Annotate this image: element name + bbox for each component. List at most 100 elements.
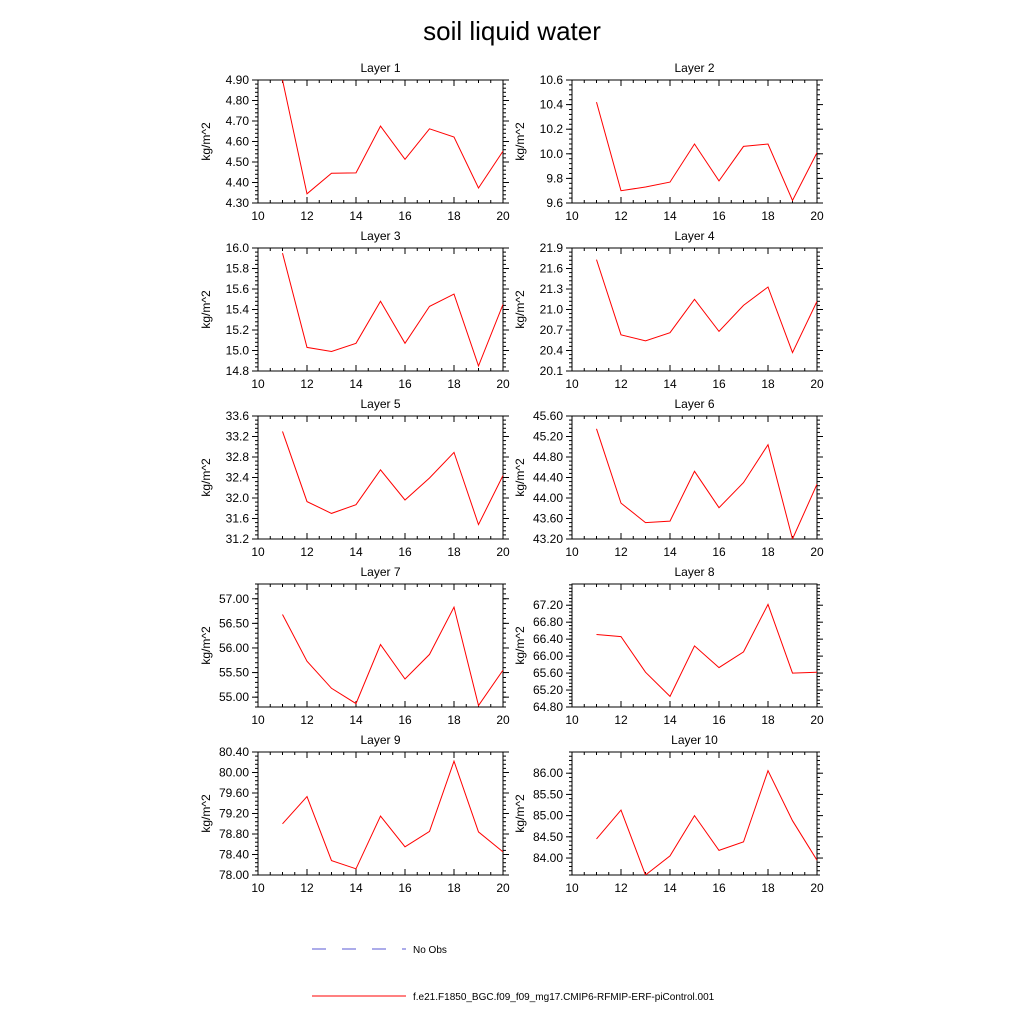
x-tick-label: 12	[614, 209, 628, 223]
panel-5: Layer 5 kg/m^2 10 12 14 16 18 20 31.2 31.6 32.0 32.…	[199, 397, 510, 559]
x-tick-label: 14	[349, 545, 363, 559]
y-tick-label: 45.20	[533, 430, 563, 444]
y-tick-label: 31.6	[226, 512, 250, 526]
y-tick-label: 44.00	[533, 491, 563, 505]
plot-frame	[571, 415, 818, 540]
x-tick-label: 18	[447, 545, 461, 559]
panel-7: Layer 7 kg/m^2 10 12 14 16 18 20 55.00 55.50 56.00…	[199, 565, 510, 727]
x-tick-label: 12	[614, 881, 628, 895]
panel-title: Layer 6	[674, 397, 714, 411]
panel-4: Layer 4 kg/m^2 10 12 14 16 18 20 20.1 20.4 20.7 21.…	[513, 229, 824, 391]
y-tick-label: 9.8	[546, 171, 563, 185]
x-tick-label: 16	[712, 881, 726, 895]
panel-title: Layer 9	[360, 733, 400, 747]
y-tick-label: 78.00	[219, 868, 249, 882]
series-line	[596, 428, 817, 539]
x-tick-label: 18	[761, 377, 775, 391]
series-line	[282, 80, 503, 195]
x-tick-label: 10	[565, 377, 579, 391]
y-tick-label: 15.0	[226, 344, 250, 358]
panel-9: Layer 9 kg/m^2 10 12 14 16 18 20 78.00 78.40 78.80…	[199, 733, 510, 895]
y-axis-label: kg/m^2	[199, 458, 213, 497]
x-tick-label: 14	[663, 377, 677, 391]
panel-title: Layer 5	[360, 397, 400, 411]
panel-title: Layer 10	[671, 733, 718, 747]
y-tick-label: 14.8	[226, 364, 250, 378]
chart-title: soil liquid water	[423, 16, 601, 46]
y-tick-label: 33.2	[226, 430, 250, 444]
y-tick-label: 21.0	[540, 303, 564, 317]
y-tick-label: 15.8	[226, 262, 250, 276]
x-tick-label: 20	[496, 713, 510, 727]
y-tick-label: 10.4	[540, 98, 564, 112]
x-tick-label: 10	[251, 713, 265, 727]
x-tick-label: 20	[810, 545, 824, 559]
panel-2: Layer 2 kg/m^2 10 12 14 16 18 20 9.6 9.8 10.0 10.2 1…	[513, 61, 824, 223]
y-tick-label: 55.50	[219, 666, 249, 680]
series-line	[282, 252, 503, 368]
y-tick-label: 4.70	[226, 114, 250, 128]
y-tick-label: 20.4	[540, 344, 564, 358]
panel-title: Layer 8	[674, 565, 714, 579]
series-line	[596, 603, 817, 698]
x-tick-label: 18	[447, 209, 461, 223]
panel-10: Layer 10 kg/m^2 10 12 14 16 18 20 84.00 84.50 85.0…	[513, 733, 824, 895]
x-tick-label: 10	[565, 713, 579, 727]
y-tick-label: 4.80	[226, 94, 250, 108]
x-tick-label: 16	[398, 881, 412, 895]
y-tick-label: 65.20	[533, 683, 563, 697]
x-tick-label: 14	[663, 209, 677, 223]
x-tick-label: 14	[349, 209, 363, 223]
x-tick-label: 10	[251, 881, 265, 895]
x-tick-label: 20	[810, 377, 824, 391]
y-tick-label: 44.80	[533, 450, 563, 464]
x-tick-label: 20	[496, 209, 510, 223]
y-axis-label: kg/m^2	[513, 458, 527, 497]
y-tick-label: 32.0	[226, 491, 250, 505]
series-line	[282, 431, 503, 526]
x-tick-label: 18	[761, 209, 775, 223]
panel-title: Layer 3	[360, 229, 400, 243]
y-axis-label: kg/m^2	[199, 122, 213, 161]
y-axis-label: kg/m^2	[513, 794, 527, 833]
x-tick-label: 20	[496, 545, 510, 559]
x-tick-label: 12	[300, 881, 314, 895]
series-line	[282, 605, 503, 707]
y-tick-label: 85.00	[533, 809, 563, 823]
y-tick-label: 78.80	[219, 827, 249, 841]
x-tick-label: 20	[810, 209, 824, 223]
x-tick-label: 16	[712, 377, 726, 391]
x-tick-label: 12	[300, 713, 314, 727]
y-axis-label: kg/m^2	[199, 794, 213, 833]
y-tick-label: 31.2	[226, 532, 250, 546]
y-tick-label: 20.1	[540, 364, 564, 378]
plot-frame	[257, 247, 504, 372]
y-axis-label: kg/m^2	[199, 626, 213, 665]
legend: No Obs f.e21.F1850_BGC.f09_f09_mg17.CMIP…	[312, 945, 715, 1003]
x-tick-label: 12	[614, 545, 628, 559]
plot-frame	[257, 79, 504, 204]
x-tick-label: 12	[300, 377, 314, 391]
x-tick-label: 16	[712, 713, 726, 727]
y-tick-label: 79.20	[219, 807, 249, 821]
panel-1: Layer 1 kg/m^2 10 12 14 16 18 20 4.30 4.40 4.50 4.6…	[199, 61, 510, 223]
y-tick-label: 86.00	[533, 766, 563, 780]
y-tick-label: 4.30	[226, 196, 250, 210]
y-tick-label: 21.6	[540, 262, 564, 276]
x-tick-label: 14	[663, 713, 677, 727]
x-tick-label: 10	[565, 545, 579, 559]
x-tick-label: 10	[565, 209, 579, 223]
y-tick-label: 66.00	[533, 649, 563, 663]
x-tick-label: 20	[810, 881, 824, 895]
panel-title: Layer 7	[360, 565, 400, 579]
y-axis-label: kg/m^2	[513, 290, 527, 329]
x-tick-label: 12	[300, 545, 314, 559]
x-tick-label: 12	[300, 209, 314, 223]
panel-6: Layer 6 kg/m^2 10 12 14 16 18 20 43.20 43.60 44.00…	[513, 397, 824, 559]
x-tick-label: 18	[447, 881, 461, 895]
x-tick-label: 10	[251, 545, 265, 559]
x-tick-label: 18	[761, 545, 775, 559]
y-tick-label: 55.00	[219, 690, 249, 704]
y-tick-label: 84.50	[533, 830, 563, 844]
